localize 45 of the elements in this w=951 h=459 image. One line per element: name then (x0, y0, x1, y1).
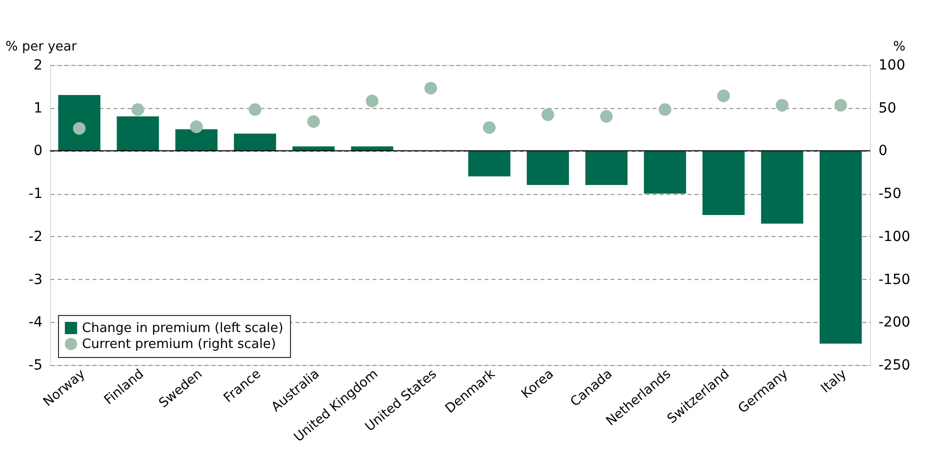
bar (526, 150, 569, 185)
legend-label: Change in premium (left scale) (82, 321, 284, 336)
point (190, 120, 203, 134)
y2-tick-label: 0 (878, 143, 888, 160)
bar (761, 150, 804, 224)
y-tick-label: -2 (28, 228, 42, 245)
bar (585, 150, 628, 185)
y-axis-title: % per year (6, 40, 78, 54)
point (482, 121, 496, 134)
y2-tick-label: 50 (878, 100, 896, 116)
y2-tick-label: -150 (878, 272, 910, 288)
y2-axis-title: % (893, 40, 906, 54)
y2-tick-label: -250 (878, 358, 910, 374)
point (834, 98, 848, 112)
point (542, 108, 554, 122)
y2-tick-label: -50 (878, 186, 902, 202)
point (776, 98, 788, 112)
y-tick-label: -3 (28, 272, 42, 288)
bar (820, 150, 862, 344)
bar (234, 134, 276, 151)
point (717, 90, 730, 102)
y2-tick-label: 100 (878, 58, 906, 74)
point (72, 122, 86, 135)
bar (58, 95, 100, 151)
point (132, 103, 144, 116)
y-tick-label: 0 (34, 143, 42, 160)
legend-label: Current premium (right scale) (82, 337, 276, 352)
y2-tick-label: -200 (878, 314, 910, 331)
y2-tick-label: -100 (878, 228, 910, 245)
point (658, 103, 672, 116)
point (366, 94, 378, 108)
y-tick-label: -4 (28, 314, 43, 331)
y-tick-label: 1 (34, 100, 42, 116)
point (248, 103, 262, 116)
point (307, 115, 320, 128)
bar (116, 116, 159, 151)
bar (702, 150, 745, 215)
bar (644, 150, 686, 194)
bar (468, 150, 510, 176)
y-tick-label: -5 (28, 358, 42, 374)
point (424, 82, 438, 94)
bar (175, 129, 218, 151)
y-tick-label: 2 (34, 58, 42, 74)
y-tick-label: -1 (28, 186, 42, 202)
point (600, 110, 613, 123)
